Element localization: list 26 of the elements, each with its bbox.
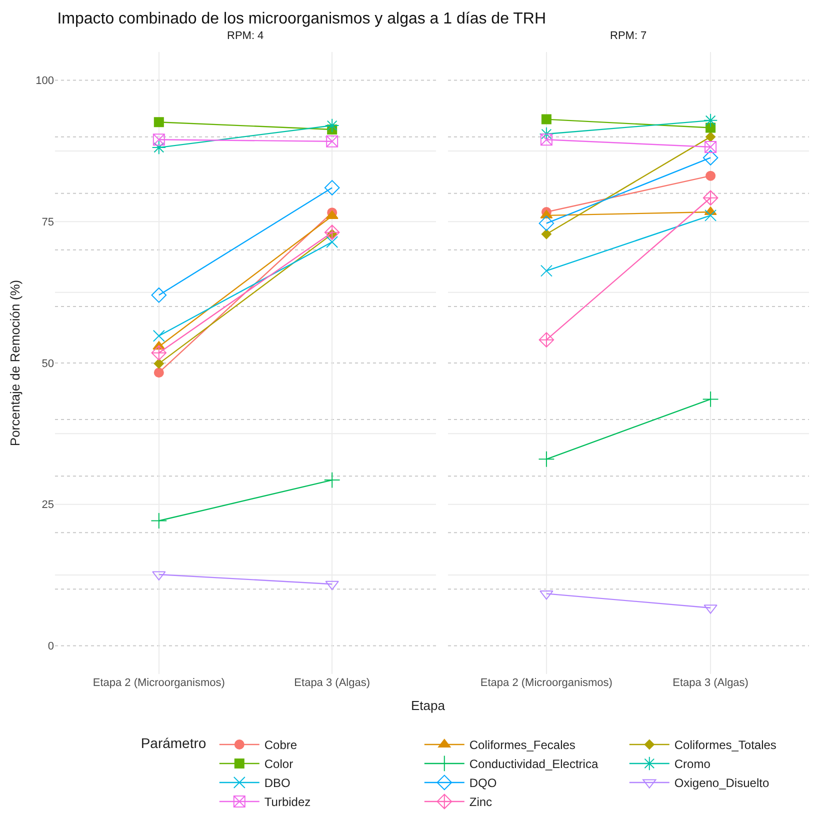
x-tick-label: Etapa 3 (Algas) (294, 677, 370, 689)
legend-label: Coliformes_Fecales (469, 738, 576, 752)
x-tick-label: Etapa 2 (Microorganismos) (92, 677, 225, 689)
chart-subtitle: RPM: 7 (610, 30, 647, 42)
y-tick-label: 100 (36, 75, 54, 88)
y-tick-label: 0 (48, 640, 54, 653)
legend-label: DBO (264, 776, 290, 790)
chart-subtitle: RPM: 4 (227, 30, 264, 42)
legend-label: DQO (469, 776, 497, 790)
y-axis-title: Porcentaje de Remoción (%) (8, 280, 23, 446)
y-tick-label: 50 (42, 358, 54, 370)
x-tick-label: Etapa 3 (Algas) (672, 677, 748, 689)
legend-label: Coliformes_Totales (674, 738, 776, 752)
legend-label: Conductividad_Electrica (469, 757, 598, 772)
legend-label: Zinc (469, 795, 492, 810)
legend-label: Oxigeno_Disuelto (674, 776, 770, 790)
legend-label: Turbidez (264, 795, 311, 810)
y-tick-label: 25 (42, 499, 54, 512)
y-tick-label: 75 (42, 216, 54, 228)
legend-title: Parámetro (140, 735, 206, 752)
legend-label: Cobre (264, 738, 298, 752)
legend-label: Color (264, 757, 294, 772)
legend-label: Cromo (674, 757, 711, 772)
x-tick-label: Etapa 2 (Microorganismos) (480, 677, 612, 689)
x-axis-title: Etapa (411, 698, 446, 713)
chart-title: Impacto combinado de los microorganismos y algas a 1 días de TRH (57, 10, 546, 28)
